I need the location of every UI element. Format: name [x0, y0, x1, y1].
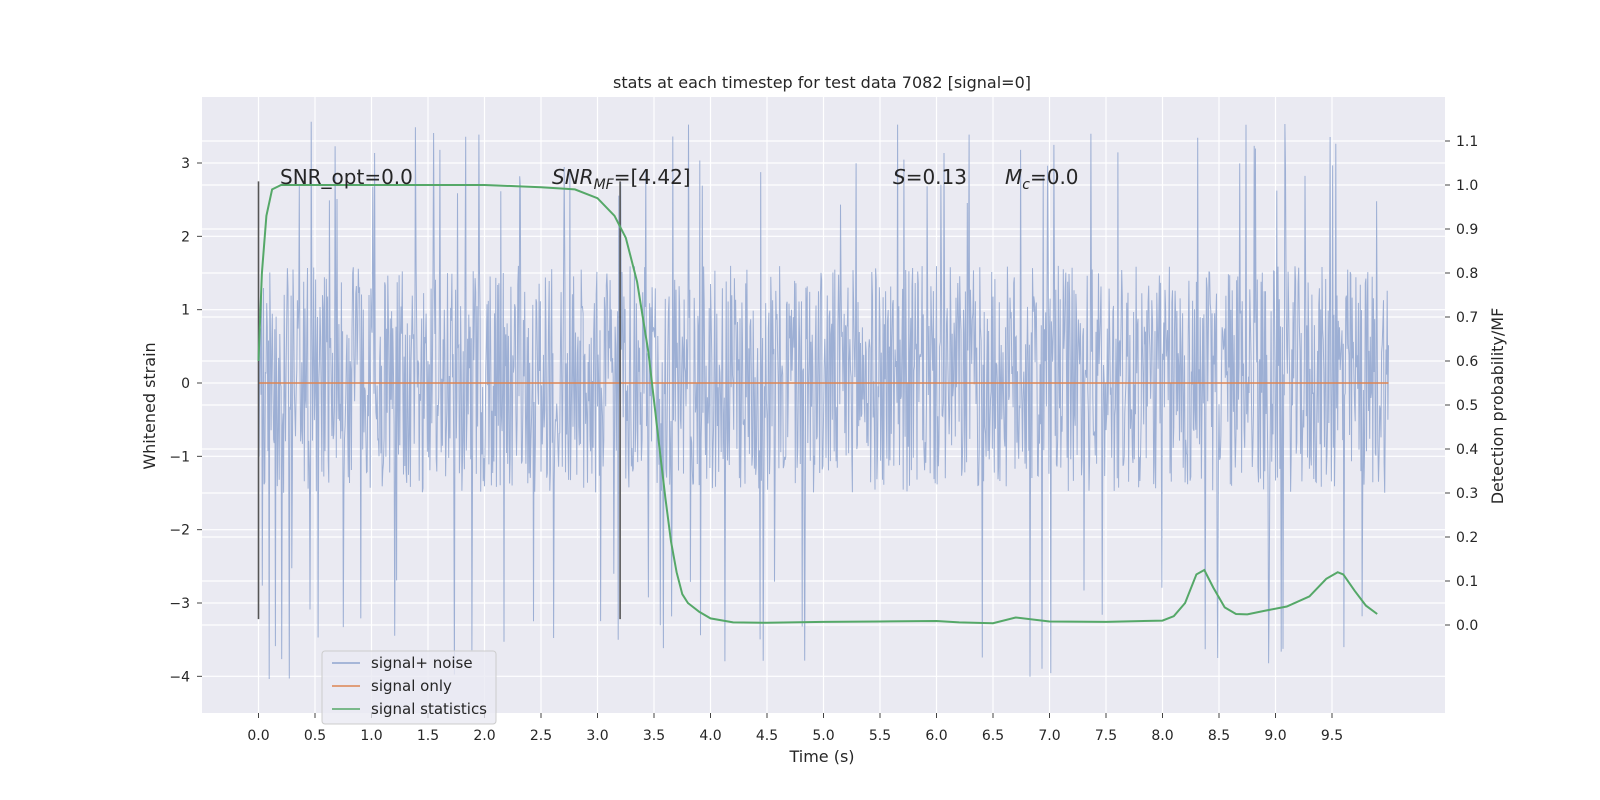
x-tick-label: 2.5 — [530, 728, 552, 744]
y-left-tick-label: −1 — [169, 449, 190, 465]
legend: signal+ noise signal only signal statist… — [321, 650, 497, 725]
y-left-tick-label: −4 — [169, 669, 190, 685]
y-axis-right-label: Detection probability/MF — [1488, 308, 1507, 505]
x-tick-label: 0.5 — [304, 728, 326, 744]
s-symbol: S — [893, 165, 906, 189]
y-right-tick-label: 0.2 — [1456, 530, 1478, 546]
x-tick-label: 4.0 — [699, 728, 721, 744]
x-tick-label: 6.5 — [982, 728, 1004, 744]
legend-label-signal-statistics: signal statistics — [371, 700, 487, 718]
y-right-tick-label: 0.9 — [1456, 222, 1478, 238]
y-right-tick-label: 0.3 — [1456, 486, 1478, 502]
snr-mf-symbol: SNR — [552, 165, 594, 189]
x-tick-label: 9.5 — [1321, 728, 1343, 744]
y-right-tick-label: 0.7 — [1456, 310, 1478, 326]
series-signal-noise — [258, 121, 1389, 680]
y-axis-right-ticks: 1.1 1.0 0.9 0.8 0.7 0.6 0.5 0.4 0.3 0.2 0.1 0.0 — [1445, 134, 1478, 634]
x-tick-label: 9.0 — [1264, 728, 1286, 744]
annotation-snr-opt: SNR_opt=0.0 — [280, 165, 413, 189]
x-tick-label: 8.5 — [1208, 728, 1230, 744]
y-right-tick-label: 0.6 — [1456, 354, 1478, 370]
x-tick-label: 1.0 — [360, 728, 382, 744]
y-left-tick-label: −3 — [169, 596, 190, 612]
legend-box — [321, 650, 497, 725]
x-tick-label: 7.0 — [1038, 728, 1060, 744]
legend-label-signal-only: signal only — [371, 677, 452, 695]
mc-value: =0.0 — [1030, 165, 1079, 189]
x-tick-label: 0.0 — [247, 728, 269, 744]
y-right-tick-label: 0.0 — [1456, 618, 1478, 634]
y-right-tick-label: 0.8 — [1456, 266, 1478, 282]
x-tick-label: 2.0 — [473, 728, 495, 744]
x-tick-label: 3.5 — [643, 728, 665, 744]
y-right-tick-label: 1.1 — [1456, 134, 1478, 150]
x-tick-label: 3.0 — [586, 728, 608, 744]
mc-subscript: c — [1022, 177, 1030, 193]
y-left-tick-label: 2 — [181, 229, 190, 245]
marker-lines — [257, 181, 621, 620]
noise-trace — [258, 121, 1389, 680]
x-tick-label: 5.5 — [869, 728, 891, 744]
y-left-tick-label: −2 — [169, 523, 190, 539]
y-right-tick-label: 0.1 — [1456, 574, 1478, 590]
x-axis-ticks: 0.0 0.5 1.0 1.5 2.0 2.5 3.0 3.5 4.0 4.5 5.0 5.5 6.0 6… — [247, 713, 1343, 744]
s-value: =0.13 — [906, 165, 967, 189]
annotation-mc: Mc=0.0 — [1005, 165, 1079, 193]
y-axis-left-ticks: 3 2 1 0 −1 −2 −3 −4 — [169, 156, 202, 685]
annotation-s: S=0.13 — [893, 165, 967, 189]
legend-label-signal-noise: signal+ noise — [371, 654, 473, 672]
y-right-tick-label: 1.0 — [1456, 178, 1478, 194]
x-tick-label: 1.5 — [417, 728, 439, 744]
y-axis-left-label: Whitened strain — [140, 342, 159, 469]
y-left-tick-label: 3 — [181, 156, 190, 172]
chart-title: stats at each timestep for test data 708… — [613, 73, 1031, 92]
snr-mf-subscript: MF — [594, 177, 615, 193]
y-right-tick-label: 0.5 — [1456, 398, 1478, 414]
signal-statistics-line — [257, 184, 1378, 625]
snr-mf-value: =[4.42] — [614, 165, 691, 189]
series-signal-statistics — [257, 184, 1378, 625]
annotation-snr-mf: SNRMF=[4.42] — [552, 165, 691, 193]
x-tick-label: 4.5 — [756, 728, 778, 744]
mc-symbol: M — [1005, 165, 1022, 189]
y-right-tick-label: 0.4 — [1456, 442, 1478, 458]
x-axis-label: Time (s) — [788, 747, 854, 766]
x-tick-label: 6.0 — [925, 728, 947, 744]
x-tick-label: 5.0 — [812, 728, 834, 744]
y-left-tick-label: 0 — [181, 376, 190, 392]
x-tick-label: 8.0 — [1151, 728, 1173, 744]
y-left-tick-label: 1 — [181, 303, 190, 319]
x-tick-label: 7.5 — [1095, 728, 1117, 744]
